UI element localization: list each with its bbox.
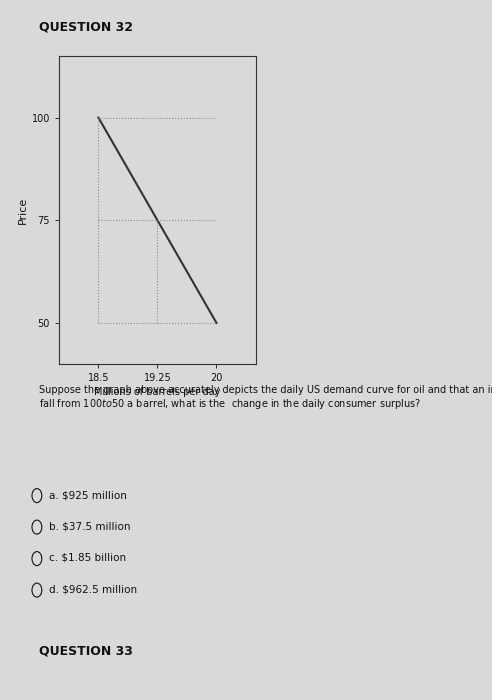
Y-axis label: Price: Price <box>18 197 28 223</box>
Text: d. $962.5 million: d. $962.5 million <box>49 584 137 594</box>
Text: QUESTION 33: QUESTION 33 <box>39 644 133 657</box>
Text: c. $1.85 billion: c. $1.85 billion <box>49 553 126 563</box>
Text: a. $925 million: a. $925 million <box>49 490 127 500</box>
Text: QUESTION 32: QUESTION 32 <box>39 21 133 34</box>
X-axis label: Millions of barrels per day: Millions of barrels per day <box>94 387 220 397</box>
Text: b. $37.5 million: b. $37.5 million <box>49 522 131 531</box>
Text: Suppose the graph above accurately depicts the daily US demand curve for oil and: Suppose the graph above accurately depic… <box>39 385 492 411</box>
